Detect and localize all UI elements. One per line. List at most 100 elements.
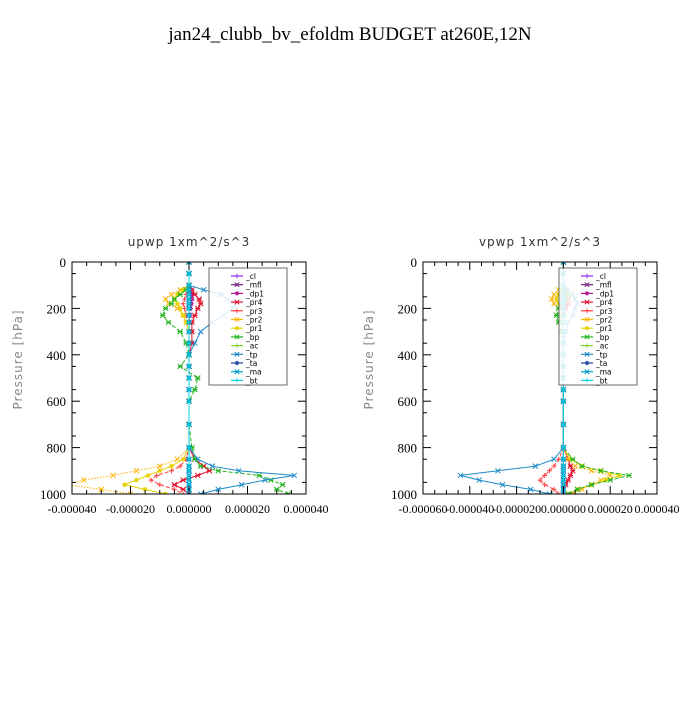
chart-title: upwp 1xm^2/s^3 <box>128 235 251 249</box>
data-point-pr2 <box>174 456 181 463</box>
data-point-pr1 <box>157 468 163 474</box>
legend-marker <box>234 308 240 313</box>
data-point-tp <box>209 463 216 470</box>
data-point-bt <box>186 319 192 325</box>
data-point-bp <box>168 300 175 307</box>
data-point-tp <box>235 467 242 474</box>
data-point-bt <box>186 305 192 311</box>
legend-label: _pr3 <box>245 307 263 316</box>
data-point-pr3 <box>556 456 562 462</box>
series-line-pr3 <box>150 262 190 494</box>
data-point-pr4 <box>196 296 203 302</box>
data-point-pr2 <box>551 300 557 307</box>
data-point-pr2 <box>80 477 87 483</box>
data-point-bt <box>186 375 192 381</box>
data-point-bt <box>186 468 192 474</box>
data-point-pr3 <box>154 472 160 478</box>
series-line-pr1 <box>123 262 190 494</box>
data-point-bp <box>177 363 184 370</box>
legend-label: _pr2 <box>245 316 263 325</box>
legend-label: _bt <box>595 376 608 385</box>
data-point-bt <box>186 296 192 302</box>
data-point-tp <box>200 286 207 293</box>
data-point-bt <box>560 398 566 404</box>
legend-label: _bp <box>245 333 260 342</box>
data-point-tp <box>291 472 298 479</box>
data-point-pr1 <box>603 477 609 483</box>
data-point-bt <box>560 477 566 483</box>
data-point-pr3 <box>148 477 154 483</box>
data-point-tp <box>551 456 557 463</box>
data-point-pr4 <box>197 300 204 307</box>
data-point-pr2 <box>127 491 134 494</box>
data-point-pr1 <box>168 463 174 469</box>
x-tick-label: 0.000040 <box>635 502 680 516</box>
legend-marker <box>584 282 590 288</box>
data-point-pr2 <box>162 296 169 302</box>
legend-marker <box>584 351 590 357</box>
data-point-pr2 <box>572 463 578 470</box>
data-point-bp <box>165 319 172 326</box>
data-point-bp <box>177 328 184 335</box>
data-point-bt <box>560 472 566 478</box>
legend-label: _pr1 <box>245 324 263 333</box>
data-point-pr3 <box>180 301 186 307</box>
legend-marker <box>584 316 590 323</box>
data-point-pr1 <box>174 301 180 307</box>
legend-label: _pr3 <box>595 307 613 316</box>
data-point-pr4 <box>194 472 201 479</box>
x-tick-label: -0.000020 <box>106 502 155 516</box>
legend-label: _pr4 <box>595 298 613 307</box>
data-point-bt <box>186 291 192 297</box>
legend-marker <box>584 308 590 313</box>
data-point-pr2 <box>168 291 175 298</box>
data-point-bt <box>186 472 192 478</box>
data-point-bt <box>186 301 192 307</box>
data-point-bt <box>186 387 192 393</box>
y-axis-label: Pressure [hPa] <box>362 309 376 409</box>
data-point-bt <box>560 463 566 469</box>
data-point-tp <box>457 472 464 479</box>
legend-marker <box>234 351 240 357</box>
data-point-pr3 <box>157 482 163 488</box>
legend-label: _ta <box>245 359 257 368</box>
y-tick-label: 400 <box>398 348 418 363</box>
y-tick-label: 800 <box>47 441 67 456</box>
data-point-pr4 <box>565 477 571 483</box>
legend-label: _cl <box>595 272 606 281</box>
data-point-bp <box>268 477 274 483</box>
data-point-bp <box>194 375 201 381</box>
legend-marker <box>584 378 590 383</box>
y-tick-label: 800 <box>398 441 418 456</box>
data-point-bp <box>597 467 604 474</box>
data-point-bp <box>574 486 581 493</box>
data-point-pr1 <box>142 486 148 492</box>
legend-marker <box>234 326 240 331</box>
data-point-bt <box>186 477 192 483</box>
legend-marker <box>584 334 590 340</box>
data-point-bt <box>186 363 192 369</box>
legend-label: _cl <box>245 272 256 281</box>
data-point-ma <box>186 262 192 265</box>
legend-label: _mfl <box>595 281 612 290</box>
x-tick-label: 0.000000 <box>167 502 212 516</box>
data-point-pr3 <box>556 491 562 494</box>
data-point-bp <box>285 491 292 494</box>
legend-label: _ma <box>245 368 262 377</box>
chart-panel-1: upwp 1xm^2/s^3 Pressure [hPa] 0 200 400 600 80… <box>11 235 329 516</box>
legend-marker <box>234 273 240 279</box>
data-point-bt <box>186 329 192 335</box>
data-point-pr4 <box>180 477 187 483</box>
legend: _cl_mfl_dp1_pr4_pr3_pr2_pr1_bp_ac_tp_ta_… <box>558 267 638 386</box>
data-point-bp <box>565 491 571 494</box>
legend-marker <box>234 343 240 348</box>
legend-label: _mfl <box>245 281 262 290</box>
chart-panel-2: vpwp 1xm^2/s^3 Pressure [hPa] 0 200 400 600 80… <box>362 235 680 516</box>
data-point-tp <box>238 481 245 488</box>
data-point-pr1 <box>180 287 186 293</box>
data-point-pr1 <box>174 291 180 297</box>
data-point-bt <box>560 387 566 393</box>
data-point-bt <box>186 287 192 293</box>
data-point-pr2 <box>548 296 555 302</box>
legend-marker <box>234 360 240 366</box>
